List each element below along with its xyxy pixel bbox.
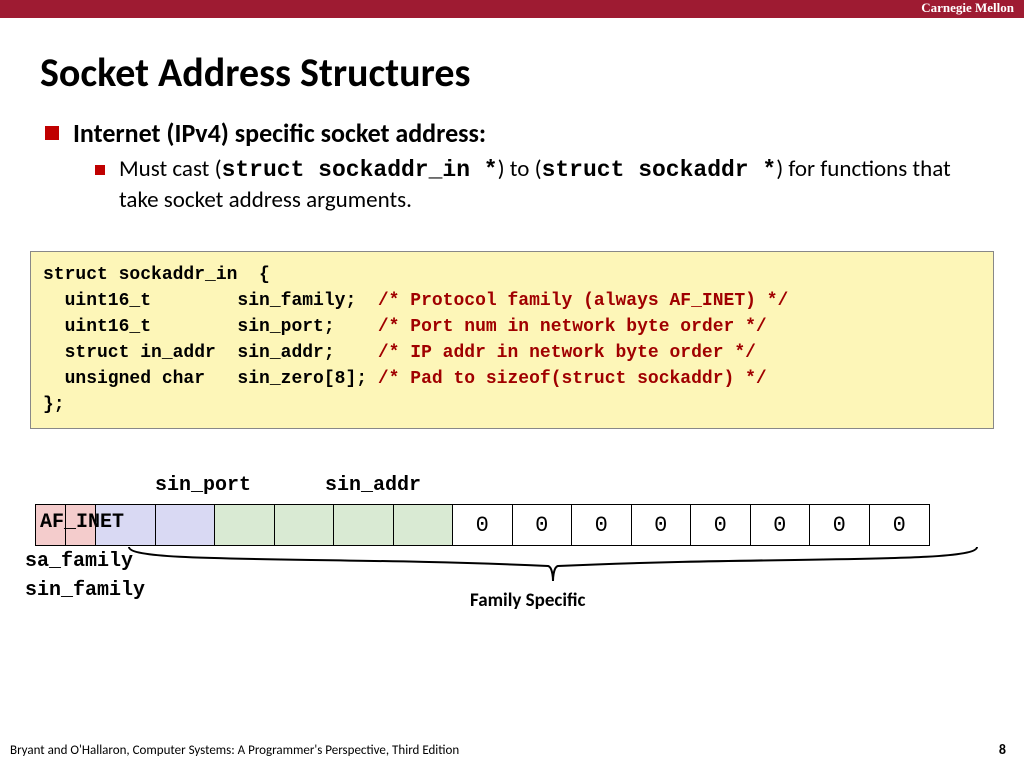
label-sin-port: sin_port xyxy=(155,474,251,497)
byte-cell: 0 xyxy=(632,505,692,545)
code-l4b: /* IP addr in network byte order */ xyxy=(378,343,756,363)
byte-cell xyxy=(156,505,216,545)
code-l6: }; xyxy=(43,395,65,415)
bullet-square-icon xyxy=(45,126,59,140)
memory-layout-diagram: sin_port sin_addr 0 0 0 0 0 0 0 0 AF_INE… xyxy=(0,464,1024,664)
code-l1: struct sockaddr_in { xyxy=(43,265,270,285)
byte-cell: 0 xyxy=(572,505,632,545)
sub-mid: ) to ( xyxy=(498,155,542,183)
sub-pre: Must cast ( xyxy=(119,155,222,183)
code-l2b: /* Protocol family (always AF_INET) */ xyxy=(378,291,788,311)
bullet-level2: Must cast (struct sockaddr_in *) to (str… xyxy=(95,155,974,216)
bullet-square-small-icon xyxy=(95,165,105,175)
bullet-sub-text: Must cast (struct sockaddr_in *) to (str… xyxy=(119,155,974,216)
code-l5a: unsigned char sin_zero[8]; xyxy=(43,369,378,389)
sub-code1: struct sockaddr_in * xyxy=(222,157,498,183)
code-l3b: /* Port num in network byte order */ xyxy=(378,317,767,337)
code-l4a: struct in_addr sin_addr; xyxy=(43,343,378,363)
byte-cell xyxy=(275,505,335,545)
byte-cell: 0 xyxy=(453,505,513,545)
byte-cell: 0 xyxy=(810,505,870,545)
byte-cell xyxy=(394,505,454,545)
bullet-level1: Internet (IPv4) specific socket address: xyxy=(45,117,1024,149)
code-l3a: uint16_t sin_port; xyxy=(43,317,378,337)
byte-cell: 0 xyxy=(751,505,811,545)
page-number: 8 xyxy=(999,741,1006,758)
header-bar: Carnegie Mellon xyxy=(0,0,1024,18)
bullet-main-text: Internet (IPv4) specific socket address: xyxy=(73,117,486,149)
label-sa-family: sa_family xyxy=(25,550,133,573)
code-l2a: uint16_t sin_family; xyxy=(43,291,378,311)
label-af-inet: AF_INET xyxy=(40,511,124,534)
footer-text: Bryant and O'Hallaron, Computer Systems:… xyxy=(10,743,459,758)
brace-icon xyxy=(128,546,978,591)
byte-cell xyxy=(334,505,394,545)
byte-cell: 0 xyxy=(691,505,751,545)
code-l5b: /* Pad to sizeof(struct sockaddr) */ xyxy=(378,369,767,389)
byte-cell: 0 xyxy=(513,505,573,545)
label-family-specific: Family Specific xyxy=(470,589,586,612)
byte-cell: 0 xyxy=(870,505,930,545)
byte-row: 0 0 0 0 0 0 0 0 xyxy=(35,504,930,546)
sub-code2: struct sockaddr * xyxy=(542,157,777,183)
slide-title: Socket Address Structures xyxy=(40,48,1024,97)
org-name: Carnegie Mellon xyxy=(921,0,1014,16)
byte-cell xyxy=(215,505,275,545)
code-block: struct sockaddr_in { uint16_t sin_family… xyxy=(30,251,994,430)
label-sin-addr: sin_addr xyxy=(325,474,421,497)
